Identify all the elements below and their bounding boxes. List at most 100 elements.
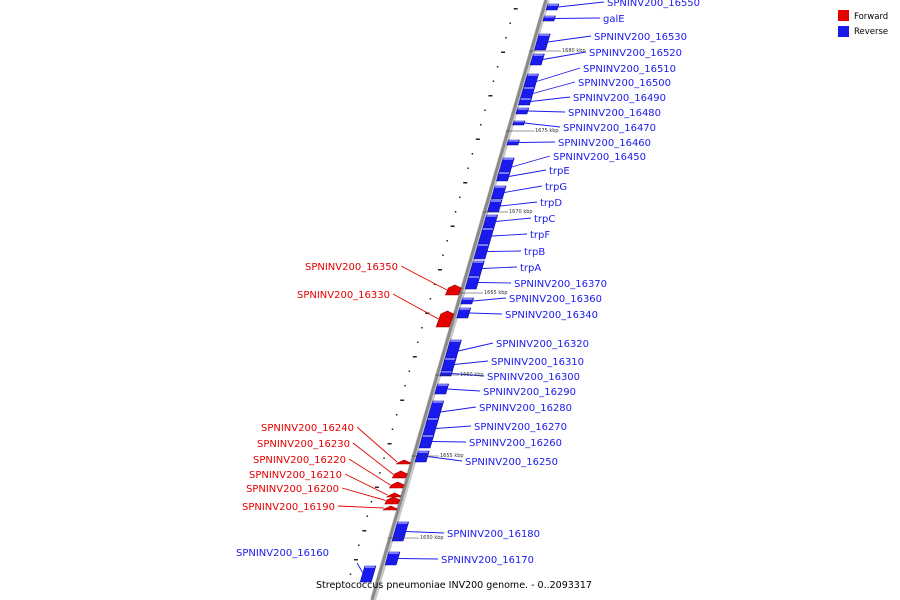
orientation-mark xyxy=(480,124,482,126)
gene-trpc-label: trpC xyxy=(534,214,555,225)
gene-trpf-label: trpF xyxy=(530,230,550,241)
orientation-mark xyxy=(463,182,468,184)
orientation-mark xyxy=(374,486,379,488)
gene-spninv200-16170-highlight xyxy=(388,552,399,554)
gene-spninv200-16520-highlight xyxy=(533,54,544,56)
gene-spninv200-16240-leader xyxy=(356,426,398,463)
gene-spninv200-16210-leader xyxy=(344,473,388,496)
gene-spninv200-16210-feature xyxy=(386,492,402,498)
gene-spninv200-16210-label: SPNINV200_16210 xyxy=(249,470,342,481)
gene-spninv200-16500-label: SPNINV200_16500 xyxy=(578,78,671,89)
gene-trpf-leader xyxy=(491,233,528,237)
gene-spninv200-16160-leader xyxy=(356,562,364,575)
legend: Forward Reverse xyxy=(838,10,888,37)
tick-label: 1680 kbp xyxy=(562,48,586,54)
gene-spninv200-16280-highlight xyxy=(432,401,443,403)
legend-reverse-label: Reverse xyxy=(854,27,888,37)
gene-trpe-label: trpE xyxy=(549,166,570,177)
gene-trpa-highlight xyxy=(473,261,484,263)
gene-spninv200-16510-label: SPNINV200_16510 xyxy=(583,64,676,75)
orientation-mark xyxy=(505,37,507,39)
gene-spninv200-16260-highlight xyxy=(422,435,433,437)
gene-spninv200-16450-highlight xyxy=(503,158,514,160)
gene-spninv200-16160-highlight xyxy=(364,566,375,568)
gene-trpc-leader xyxy=(495,217,532,222)
gene-trpe-leader xyxy=(508,169,547,177)
gene-spninv200-16550-highlight xyxy=(547,4,558,6)
gene-spninv200-16200-label: SPNINV200_16200 xyxy=(246,484,339,495)
gene-spninv200-16180-highlight xyxy=(397,522,408,524)
gene-trpf-highlight xyxy=(482,228,493,230)
gene-trpg-leader xyxy=(504,185,543,193)
genome-backbone xyxy=(370,0,548,600)
orientation-mark xyxy=(496,66,499,68)
gene-spninv200-16370-leader xyxy=(478,282,512,284)
orientation-mark xyxy=(471,153,474,155)
gene-spninv200-16290-leader xyxy=(447,388,481,392)
gene-spninv200-16370-highlight xyxy=(468,276,479,278)
gene-spninv200-16460-label: SPNINV200_16460 xyxy=(558,138,651,149)
tick-label: 1650 kbp xyxy=(420,535,444,541)
gene-spninv200-16250-label: SPNINV200_16250 xyxy=(465,457,558,468)
gene-spninv200-16310-leader xyxy=(454,360,489,365)
gene-spninv200-16460-leader xyxy=(518,141,556,143)
orientation-mark xyxy=(412,356,417,358)
gene-spninv200-16520-leader xyxy=(542,51,587,60)
orientation-mark xyxy=(501,51,506,53)
gene-spninv200-16520-label: SPNINV200_16520 xyxy=(589,48,682,59)
gene-features: SPNINV200_16550 galE SPNINV200_16530 SPNINV… xyxy=(236,0,700,583)
orientation-mark xyxy=(358,544,360,546)
tick-label: 1670 kbp xyxy=(509,209,533,215)
gene-spninv200-16290-label: SPNINV200_16290 xyxy=(483,387,576,398)
orientation-mark xyxy=(366,515,369,517)
gene-spninv200-16510-highlight xyxy=(527,74,538,76)
orientation-mark xyxy=(467,167,469,169)
orientation-mark xyxy=(370,501,373,503)
genome-marks xyxy=(349,8,518,575)
gene-spninv200-16260-label: SPNINV200_16260 xyxy=(469,438,562,449)
orientation-mark xyxy=(421,327,423,329)
legend-forward-label: Forward xyxy=(854,12,888,22)
orientation-mark xyxy=(454,211,457,213)
gene-spninv200-16550-label: SPNINV200_16550 xyxy=(607,0,700,9)
orientation-mark xyxy=(442,254,444,256)
gene-spninv200-16530-label: SPNINV200_16530 xyxy=(594,32,687,43)
gene-spninv200-16340-label: SPNINV200_16340 xyxy=(505,310,598,321)
gene-spninv200-16530-leader xyxy=(547,35,592,43)
gene-spninv200-16320-label: SPNINV200_16320 xyxy=(496,339,589,350)
orientation-mark xyxy=(450,225,455,227)
gene-trpd-label: trpD xyxy=(540,198,562,209)
legend-forward-swatch xyxy=(838,10,849,21)
gene-spninv200-16310-label: SPNINV200_16310 xyxy=(491,357,584,368)
gene-trpa-leader xyxy=(482,266,518,269)
gene-spninv200-16480-highlight xyxy=(517,108,528,110)
orientation-mark xyxy=(433,283,436,285)
orientation-mark xyxy=(383,457,385,459)
gene-trpb-leader xyxy=(487,250,522,252)
orientation-mark xyxy=(391,428,394,430)
gene-spninv200-16170-label: SPNINV200_16170 xyxy=(441,555,534,566)
gene-spninv200-16460-highlight xyxy=(508,140,519,142)
gene-spninv200-16320-highlight xyxy=(450,340,461,342)
orientation-mark xyxy=(362,530,367,532)
orientation-mark xyxy=(379,472,381,474)
orientation-mark xyxy=(492,80,495,82)
gene-trpg-label: trpG xyxy=(545,182,567,193)
gene-spninv200-16180-label: SPNINV200_16180 xyxy=(447,529,540,540)
gene-spninv200-16350-feature xyxy=(445,284,462,296)
gene-spninv200-16350-leader xyxy=(400,265,448,291)
gene-spninv200-16270-highlight xyxy=(427,418,438,420)
gene-spninv200-16160-label: SPNINV200_16160 xyxy=(236,548,329,559)
gene-gale-label: galE xyxy=(603,14,625,25)
gene-gale-leader xyxy=(554,17,601,19)
gene-spninv200-16480-leader xyxy=(527,110,566,113)
tick-label: 1660 kbp xyxy=(460,372,484,378)
tick-label: 1665 kbp xyxy=(484,290,508,296)
gene-spninv200-16220-label: SPNINV200_16220 xyxy=(253,455,346,466)
gene-spninv200-16480-label: SPNINV200_16480 xyxy=(568,108,661,119)
gene-spninv200-16330-leader xyxy=(392,293,439,320)
gene-spninv200-16300-leader xyxy=(451,373,485,377)
gene-spninv200-16270-label: SPNINV200_16270 xyxy=(474,422,567,433)
gene-spninv200-16240-feature xyxy=(395,459,412,465)
